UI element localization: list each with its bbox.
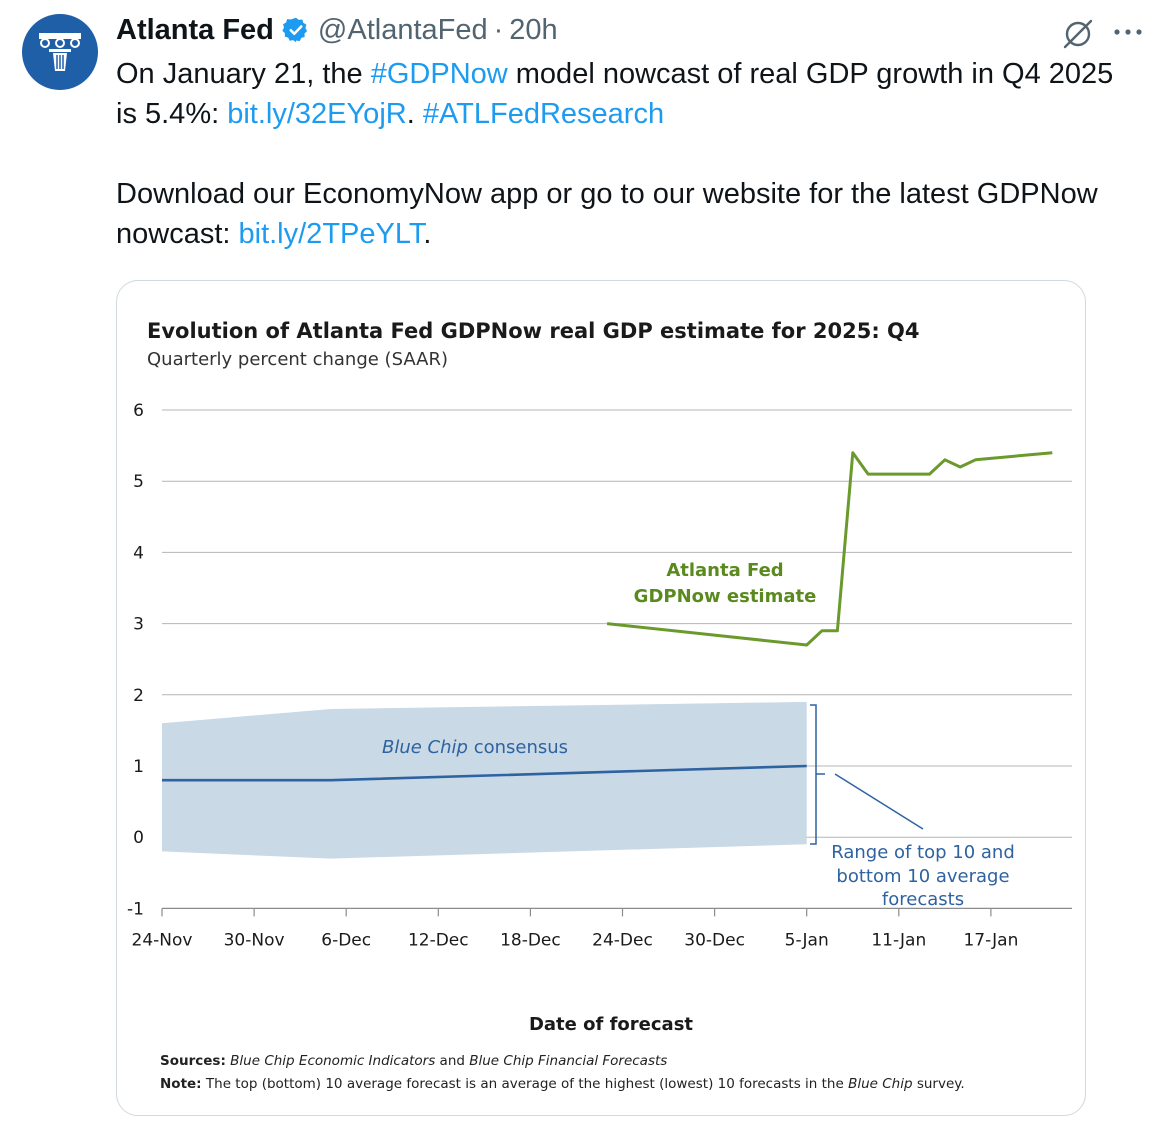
y-tick-labels: 6 5 4 3 2 1 0 -1: [127, 401, 144, 919]
x-axis-title: Date of forecast: [529, 1014, 693, 1035]
header-separator: ·: [493, 13, 504, 46]
y-tick-label: 1: [133, 757, 144, 777]
y-tick-label: 5: [133, 472, 144, 492]
series-lines: [162, 451, 1053, 782]
x-tick-label: 17-Jan: [963, 930, 1018, 950]
x-tick-label: 6-Dec: [321, 930, 371, 950]
account-name[interactable]: Atlanta Fed: [116, 13, 274, 46]
x-tick-label: 12-Dec: [408, 930, 469, 950]
note-label: Note:: [160, 1076, 202, 1092]
tweet-body: On January 21, the #GDPNow model nowcast…: [116, 54, 1116, 254]
sources-note: Sources: Blue Chip Economic Indicators a…: [160, 1053, 667, 1069]
range-band-area: [162, 701, 807, 859]
x-axis: 24-Nov 30-Nov 6-Dec 12-Dec 18-Dec 24-Dec 30-De…: [132, 907, 1072, 950]
y-tick-label: 0: [133, 828, 144, 848]
sources-and: and: [435, 1053, 469, 1069]
tweet-text-segment: model nowcast of real GDP growth in Q4 2…: [116, 58, 1114, 130]
chart-note: Note: The top (bottom) 10 average foreca…: [160, 1076, 965, 1092]
note-text-a: The top (bottom) 10 average forecast is …: [202, 1076, 848, 1092]
short-link-gdpnow[interactable]: bit.ly/32EYojR: [227, 98, 407, 130]
x-tick-label: 11-Jan: [871, 930, 926, 950]
more-options-icon[interactable]: [1112, 20, 1144, 49]
x-tick-label: 24-Dec: [592, 930, 653, 950]
verified-badge-icon[interactable]: [282, 16, 310, 44]
range-annotation-line3: forecasts: [882, 889, 964, 910]
account-handle[interactable]: @AtlantaFed: [317, 13, 488, 46]
x-tick-label: 30-Dec: [684, 930, 745, 950]
range-bracket: [810, 704, 825, 845]
tweet-text-segment: .: [423, 218, 432, 250]
sources-label: Sources:: [160, 1053, 226, 1069]
atlanta-fed-logo-icon: [39, 33, 81, 71]
hashtag-gdpnow-link[interactable]: #GDPNow: [370, 58, 508, 90]
sources-italic-1: Blue Chip Economic Indicators: [230, 1053, 435, 1069]
range-annotation-line1: Range of top 10 and: [831, 842, 1015, 863]
range-annotation-line2: bottom 10 average: [836, 866, 1009, 887]
gdpnow-annotation-line1: Atlanta Fed: [666, 560, 783, 581]
bluechip-annotation-italic: Blue Chip: [382, 737, 468, 758]
tweet-timestamp[interactable]: 20h: [509, 13, 558, 46]
forecast-range-band: [162, 701, 807, 859]
tweet-header: Atlanta Fed @AtlantaFed · 20h: [116, 12, 558, 48]
bluechip-annotation: Blue Chip consensus: [382, 737, 568, 758]
avatar[interactable]: [22, 14, 98, 90]
hashtag-atlfedresearch-link[interactable]: #ATLFedResearch: [422, 98, 665, 130]
sources-italic-2: Blue Chip Financial Forecasts: [469, 1053, 667, 1069]
media-card[interactable]: Evolution of Atlanta Fed GDPNow real GDP…: [116, 280, 1086, 1116]
y-tick-label: 4: [133, 543, 144, 563]
note-text-b: survey.: [913, 1076, 965, 1092]
y-tick-label: 2: [133, 686, 144, 706]
chart-title: Evolution of Atlanta Fed GDPNow real GDP…: [147, 319, 920, 343]
x-tick-label: 24-Nov: [132, 930, 193, 950]
y-tick-label: 6: [133, 401, 144, 421]
tweet-paragraph-2: Download our EconomyNow app or go to our…: [116, 174, 1116, 254]
chart-subtitle: Quarterly percent change (SAAR): [147, 349, 448, 370]
y-tick-label: 3: [133, 615, 144, 635]
tweet-text-segment: Download our EconomyNow app or go to our…: [116, 178, 1098, 250]
bluechip-series-line: [162, 764, 807, 782]
bluechip-annotation-rest: consensus: [468, 737, 568, 758]
x-tick-label: 30-Nov: [224, 930, 285, 950]
gdpnow-chart: Evolution of Atlanta Fed GDPNow real GDP…: [127, 319, 1072, 1092]
tweet-text-segment: On January 21, the: [116, 58, 371, 90]
gdpnow-series-line: [606, 451, 1053, 647]
x-tick-label: 5-Jan: [785, 930, 829, 950]
tweet-paragraph-1: On January 21, the #GDPNow model nowcast…: [116, 54, 1116, 134]
tweet-text-segment: .: [406, 98, 423, 130]
y-tick-label: -1: [127, 899, 144, 919]
x-tick-label: 18-Dec: [500, 930, 561, 950]
gdpnow-annotation-line2: GDPNow estimate: [634, 586, 817, 607]
short-link-economynow[interactable]: bit.ly/2TPeYLT: [238, 218, 424, 250]
note-text-italic: Blue Chip: [848, 1076, 912, 1092]
range-pointer-line: [834, 773, 924, 830]
grok-icon[interactable]: [1060, 16, 1096, 57]
